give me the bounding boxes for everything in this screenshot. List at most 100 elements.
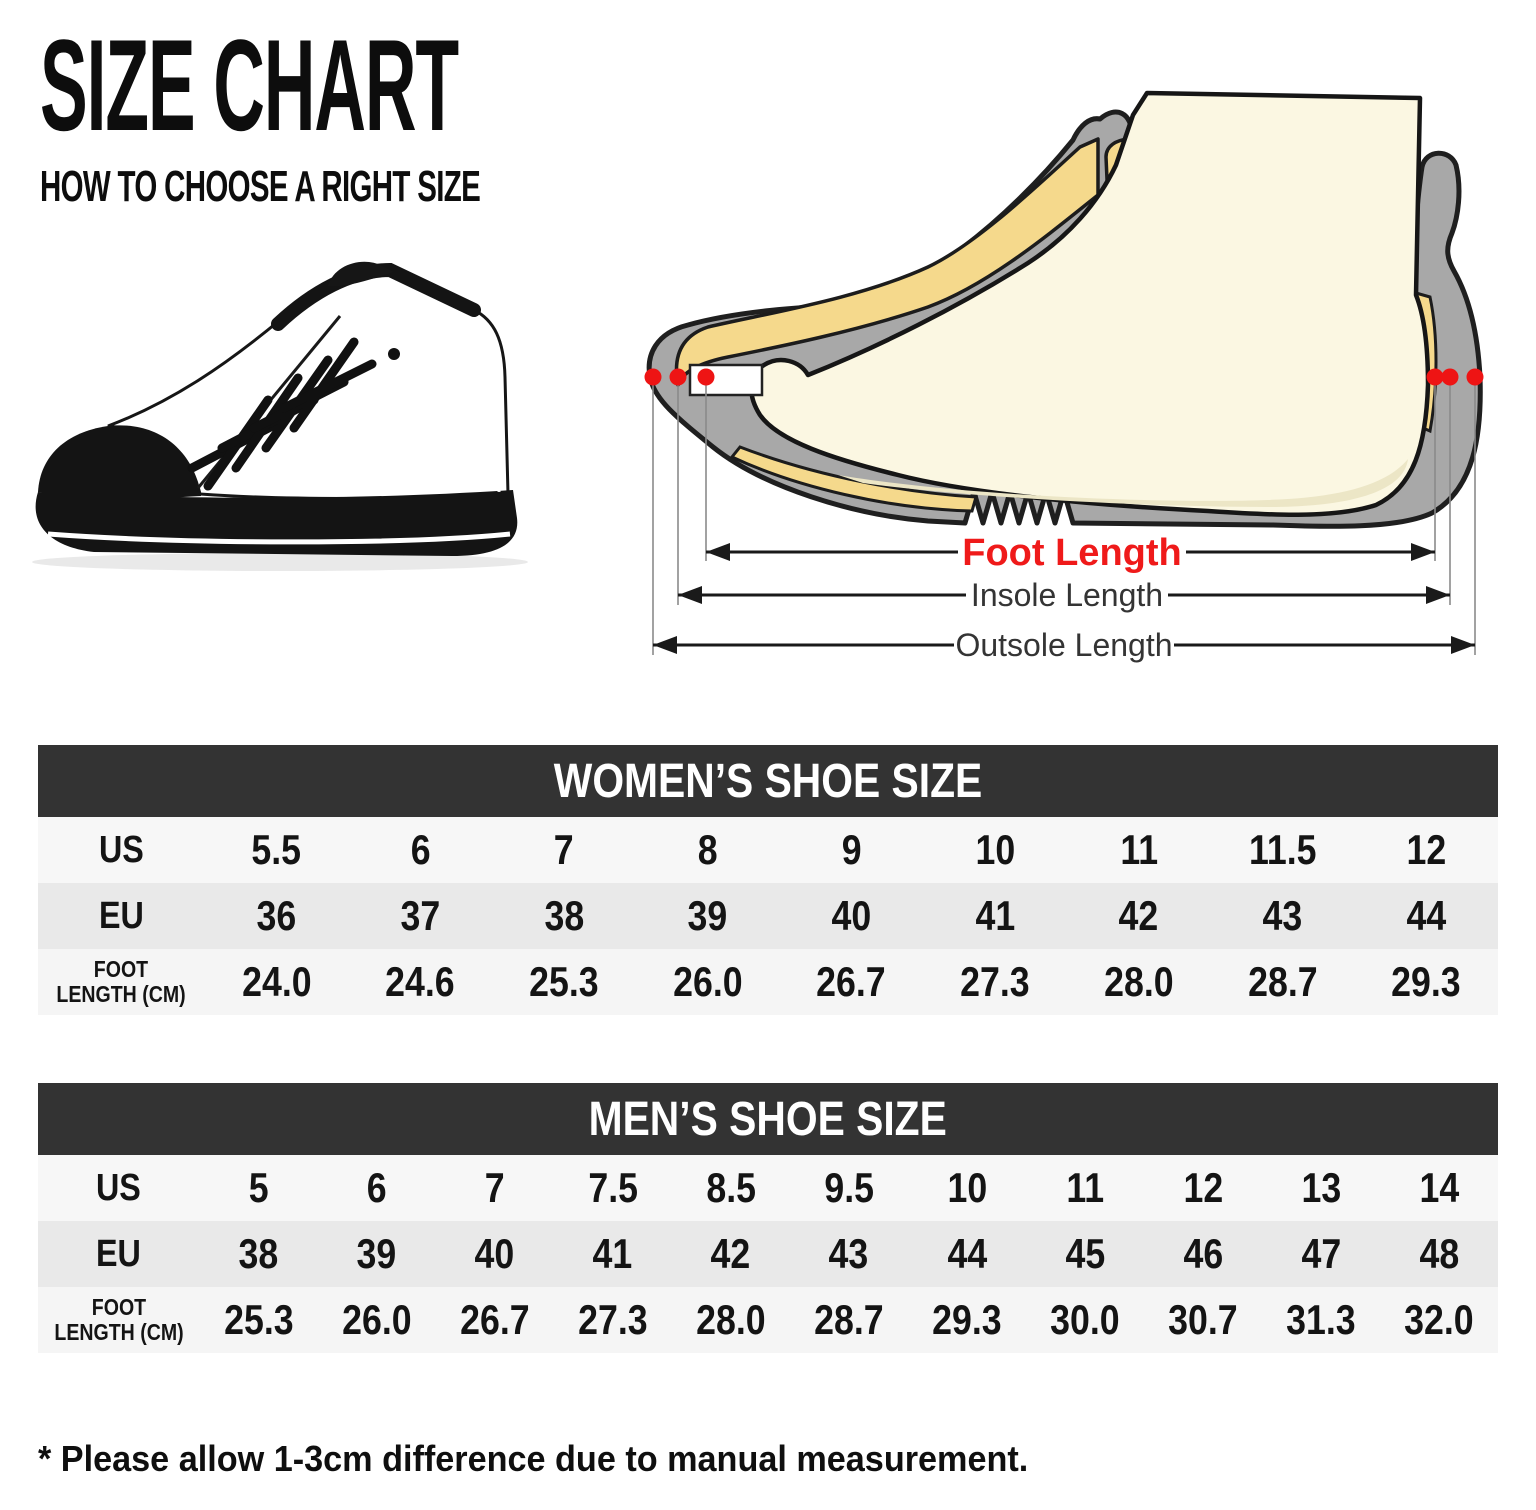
men-foot_length_cm-value: 28.0 [696, 1296, 766, 1343]
men-us-value: 11 [1066, 1164, 1104, 1211]
women-row-eu: EU 36 37 38 39 40 41 42 43 44 [38, 883, 1498, 949]
women-row-label-us: US [38, 817, 205, 883]
men-us-cell: 7 [436, 1155, 554, 1221]
men-eu-value: 46 [1183, 1230, 1223, 1277]
women-eu-value: 39 [687, 892, 728, 939]
women-row-label-text-us: US [98, 828, 144, 871]
men-row-label-line-foot_length_cm: LENGTH (CM) [54, 1319, 184, 1345]
women-eu-value: 41 [975, 892, 1015, 939]
men-eu-cell: 46 [1144, 1221, 1262, 1287]
sneaker-eyelet [388, 348, 400, 360]
women-row-label-line-foot_length_cm: FOOT [94, 956, 149, 983]
foot-length-label: Foot Length [962, 532, 1181, 574]
women-foot_length_cm-value: 27.3 [960, 958, 1030, 1005]
men-eu-value: 43 [828, 1230, 869, 1277]
women-foot_length_cm-cell: 28.0 [1067, 949, 1211, 1015]
men-us-value: 13 [1301, 1164, 1341, 1211]
men-us-cell: 6 [318, 1155, 436, 1221]
women-foot_length_cm-cell: 26.0 [636, 949, 780, 1015]
men-us-cell: 11 [1026, 1155, 1144, 1221]
women-foot_length_cm-value: 26.7 [816, 958, 887, 1005]
women-eu-cell: 43 [1211, 883, 1355, 949]
women-eu-value: 38 [544, 892, 584, 939]
women-foot_length_cm-value: 24.0 [241, 958, 312, 1005]
men-foot_length_cm-cell: 28.0 [672, 1287, 790, 1353]
women-foot_length_cm-cell: 24.6 [348, 949, 492, 1015]
men-foot_length_cm-cell: 28.7 [790, 1287, 908, 1353]
women-us-cell: 10 [923, 817, 1067, 883]
women-us-cell: 12 [1354, 817, 1498, 883]
men-eu-value: 42 [710, 1230, 751, 1277]
women-eu-value: 44 [1406, 892, 1446, 939]
men-eu-value: 47 [1301, 1230, 1341, 1277]
measurement-guide-lines [652, 385, 1476, 655]
page-subtitle: HOW TO CHOOSE A RIGHT SIZE [40, 161, 481, 211]
men-eu-cell: 43 [790, 1221, 908, 1287]
men-us-cell: 8.5 [672, 1155, 790, 1221]
women-eu-cell: 42 [1067, 883, 1211, 949]
men-us-value: 8.5 [705, 1164, 756, 1211]
women-eu-cell: 44 [1354, 883, 1498, 949]
men-foot_length_cm-cell: 26.0 [318, 1287, 436, 1353]
men-us-value: 6 [366, 1164, 387, 1211]
men-row-eu: EU 38 39 40 41 42 43 44 45 46 47 48 [38, 1221, 1498, 1287]
men-eu-cell: 38 [200, 1221, 318, 1287]
men-eu-cell: 40 [436, 1221, 554, 1287]
men-row-foot_length_cm: FOOT LENGTH (CM) 25.3 26.0 26.7 27.3 28.0 28.7 2… [38, 1287, 1498, 1353]
men-table-title: MEN’S SHOE SIZE [588, 1092, 948, 1146]
men-foot_length_cm-cell: 25.3 [200, 1287, 318, 1353]
men-foot_length_cm-cell: 26.7 [436, 1287, 554, 1353]
women-foot_length_cm-value: 28.0 [1103, 958, 1174, 1005]
men-us-value: 14 [1419, 1164, 1459, 1211]
women-foot_length_cm-cell: 29.3 [1354, 949, 1498, 1015]
men-us-value: 7.5 [587, 1164, 638, 1211]
men-us-value: 5 [248, 1164, 269, 1211]
women-us-value: 11 [1119, 826, 1158, 873]
women-eu-cell: 39 [636, 883, 780, 949]
women-row-label-eu: EU [38, 883, 205, 949]
women-foot_length_cm-value: 29.3 [1391, 958, 1461, 1005]
women-table-header: WOMEN’S SHOE SIZE [38, 745, 1498, 817]
men-foot_length_cm-value: 27.3 [578, 1296, 648, 1343]
men-us-cell: 7.5 [554, 1155, 672, 1221]
sneaker-photo [32, 261, 528, 571]
women-foot_length_cm-value: 28.7 [1247, 958, 1318, 1005]
sneaker-toe-cap [38, 425, 201, 499]
foot-sole-shading [838, 459, 1408, 507]
outsole-length-label: Outsole Length [955, 627, 1172, 663]
men-foot_length_cm-value: 28.7 [814, 1296, 884, 1343]
women-eu-value: 36 [256, 892, 297, 939]
men-us-cell: 9.5 [790, 1155, 908, 1221]
women-eu-cell: 38 [492, 883, 636, 949]
men-row-label-eu: EU [38, 1221, 200, 1287]
men-foot_length_cm-cell: 30.0 [1026, 1287, 1144, 1353]
women-us-value: 6 [410, 826, 431, 873]
men-row-label-foot_length_cm: FOOT LENGTH (CM) [38, 1287, 200, 1353]
men-row-label-text-us: US [96, 1166, 142, 1209]
men-eu-value: 41 [592, 1230, 633, 1277]
women-us-cell: 11 [1067, 817, 1211, 883]
men-us-cell: 5 [200, 1155, 318, 1221]
women-us-cell: 9 [779, 817, 923, 883]
men-size-table: MEN’S SHOE SIZE US 5 6 7 7.5 8.5 9.5 10 11 12 13 14 E… [38, 1083, 1498, 1353]
men-eu-cell: 42 [672, 1221, 790, 1287]
sneaker-laces [187, 337, 377, 491]
women-foot_length_cm-cell: 24.0 [205, 949, 349, 1015]
women-row-label-line-foot_length_cm: LENGTH (CM) [56, 981, 186, 1007]
women-size-table: WOMEN’S SHOE SIZE US 5.5 6 7 8 9 10 11 11.5 12 EU 36… [38, 745, 1498, 1015]
sneaker-sole-stripe [47, 531, 511, 545]
men-foot_length_cm-cell: 31.3 [1262, 1287, 1380, 1353]
men-foot_length_cm-value: 26.7 [460, 1296, 530, 1343]
men-foot_length_cm-value: 31.3 [1286, 1296, 1356, 1343]
women-foot_length_cm-value: 25.3 [529, 958, 599, 1005]
insole-bottom-sliver [729, 445, 978, 513]
measurement-arrows [653, 543, 1475, 654]
men-us-value: 9.5 [824, 1164, 874, 1211]
women-us-cell: 11.5 [1211, 817, 1355, 883]
men-eu-value: 40 [474, 1230, 515, 1277]
men-foot_length_cm-value: 32.0 [1404, 1296, 1474, 1343]
women-eu-cell: 41 [923, 883, 1067, 949]
women-us-cell: 7 [492, 817, 636, 883]
men-us-cell: 10 [908, 1155, 1026, 1221]
women-us-value: 7 [554, 826, 574, 873]
